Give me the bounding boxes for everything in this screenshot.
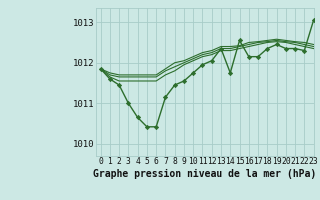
X-axis label: Graphe pression niveau de la mer (hPa): Graphe pression niveau de la mer (hPa) xyxy=(93,169,316,179)
